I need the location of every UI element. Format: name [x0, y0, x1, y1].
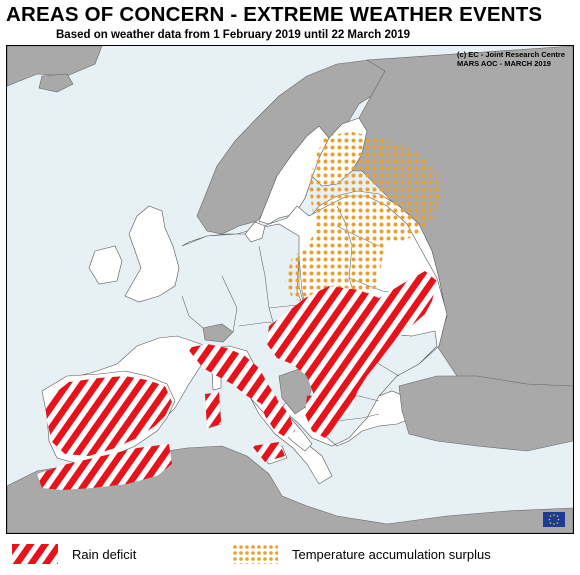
- land-great-britain: [124, 205, 180, 303]
- map-frame: (c) EC - Joint Research Centre MARS AOC …: [6, 45, 574, 534]
- map-title: AREAS OF CONCERN - EXTREME WEATHER EVENT…: [6, 3, 543, 26]
- land-switzerland: [202, 323, 234, 343]
- rain-deficit-eastern-europe: [267, 271, 437, 421]
- rain-deficit-italy-south: [255, 384, 295, 438]
- credit-line-2: MARS AOC - MARCH 2019: [457, 59, 551, 68]
- land-iceland: [38, 73, 74, 93]
- legend-item-rain-deficit: Rain deficit: [12, 544, 136, 564]
- rain-deficit-balkans: [305, 394, 339, 438]
- legend-label-rain-deficit: Rain deficit: [72, 546, 137, 562]
- map-subtitle: Based on weather data from 1 February 20…: [56, 29, 411, 41]
- land-turkey: [398, 375, 573, 452]
- rain-deficit-north-africa: [37, 444, 172, 490]
- land-ireland: [88, 245, 123, 285]
- temperature-surplus-swatch: [232, 544, 278, 564]
- legend-label-temperature-surplus: Temperature accumulation surplus: [292, 546, 491, 562]
- temperature-surplus-area: [285, 132, 440, 308]
- europe-map: [7, 46, 573, 533]
- credit-note: (c) EC - Joint Research Centre MARS AOC …: [457, 50, 565, 68]
- rain-deficit-iberia: [45, 376, 172, 456]
- rain-deficit-sardinia: [205, 392, 221, 428]
- rain-deficit-swatch: [12, 544, 58, 564]
- legend: Rain deficit Temperature accumulation su…: [0, 544, 580, 568]
- land-denmark: [244, 221, 266, 243]
- eu-flag-icon: [543, 512, 565, 527]
- credit-line-1: (c) EC - Joint Research Centre: [457, 50, 565, 59]
- legend-item-temperature-surplus: Temperature accumulation surplus: [232, 544, 491, 564]
- rain-deficit-sicily: [252, 442, 285, 462]
- rain-deficit-italy-north: [187, 344, 277, 404]
